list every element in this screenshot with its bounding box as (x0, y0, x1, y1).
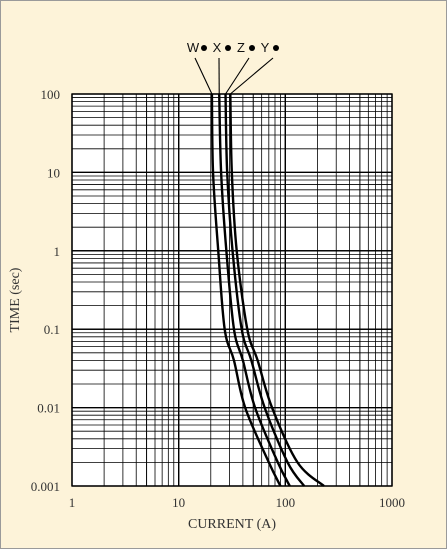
curves (210, 93, 325, 487)
y-tick-label: 0.001 (31, 479, 60, 494)
x-tick-label: 1 (69, 495, 76, 510)
series-label-y: Y (261, 40, 270, 55)
tick-labels: 1 10 100 1000 100 10 1 0.1 0.01 0.001 (31, 87, 405, 510)
x-axis-label: CURRENT (A) (188, 517, 276, 532)
x-tick-label: 1000 (379, 495, 405, 510)
series-marker-x (225, 45, 231, 51)
y-tick-label: 0.01 (37, 401, 60, 416)
y-tick-label: 100 (41, 87, 61, 102)
curve-y (229, 93, 325, 487)
x-tick-label: 10 (172, 495, 185, 510)
series-leader-z (225, 57, 250, 95)
grid (71, 93, 393, 487)
series-marker-y (273, 45, 279, 51)
series-marker-z (249, 45, 255, 51)
series-label-z: Z (237, 40, 245, 55)
y-axis-label: TIME (sec) (8, 267, 23, 332)
series-label-w: W (187, 40, 200, 55)
curve-w (210, 93, 282, 487)
series-label-x: X (213, 40, 222, 55)
series-leader-y (229, 57, 274, 95)
curve-x (218, 93, 291, 487)
series-marker-w (201, 45, 207, 51)
y-tick-label: 0.1 (44, 322, 60, 337)
x-tick-label: 100 (276, 495, 296, 510)
y-tick-label: 10 (47, 165, 60, 180)
y-tick-label: 1 (54, 244, 61, 259)
series-leader-w (194, 57, 213, 95)
curve-z (224, 93, 306, 487)
